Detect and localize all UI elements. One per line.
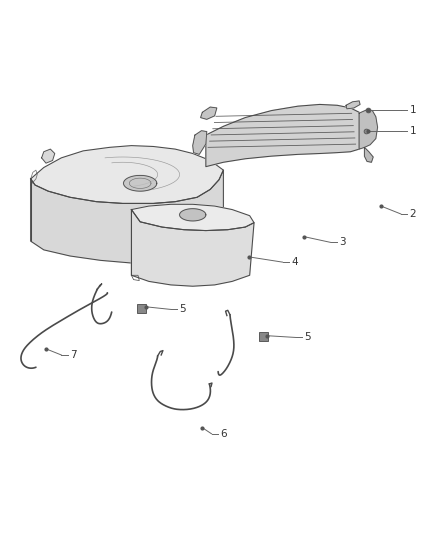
Polygon shape <box>359 110 378 149</box>
Polygon shape <box>346 101 360 109</box>
Text: 2: 2 <box>410 209 416 219</box>
Text: 7: 7 <box>70 350 77 360</box>
Text: 4: 4 <box>291 257 298 267</box>
Text: 5: 5 <box>180 304 186 314</box>
Polygon shape <box>206 104 359 167</box>
Polygon shape <box>131 209 254 286</box>
Bar <box>137 304 146 313</box>
Text: 3: 3 <box>339 237 346 247</box>
Polygon shape <box>42 149 55 163</box>
Text: 1: 1 <box>410 126 416 136</box>
Polygon shape <box>131 204 254 231</box>
Polygon shape <box>180 209 206 221</box>
Polygon shape <box>364 147 373 162</box>
Polygon shape <box>31 170 223 263</box>
Polygon shape <box>124 175 157 191</box>
Text: 6: 6 <box>220 429 227 439</box>
Bar <box>259 332 268 341</box>
Polygon shape <box>193 131 207 155</box>
Polygon shape <box>201 107 217 119</box>
Polygon shape <box>31 146 223 204</box>
Text: 5: 5 <box>304 333 311 343</box>
Text: 1: 1 <box>410 104 416 115</box>
